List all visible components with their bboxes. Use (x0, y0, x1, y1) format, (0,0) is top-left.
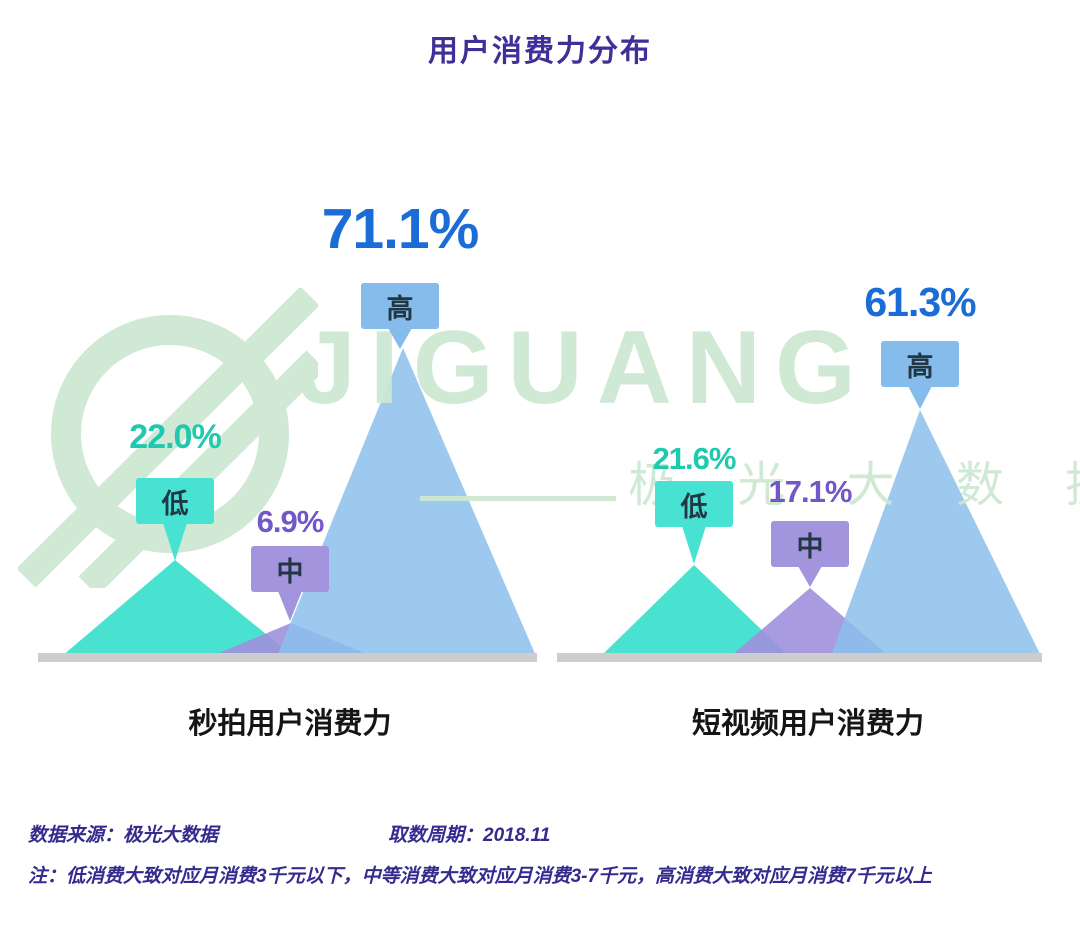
triangle-right-high (831, 410, 1041, 656)
baseline-left (38, 653, 537, 662)
data-source-text: 数据来源：极光大数据 (28, 825, 219, 846)
triangle-left-low (62, 560, 293, 656)
footnote-text: 注：低消费大致对应月消费3千元以下，中等消费大致对应月消费3-7千元，高消费大致… (28, 866, 932, 887)
chart-name-right: 短视频用户消费力 (691, 708, 925, 740)
baseline-right (557, 653, 1042, 662)
callout-left-mid-pointer (278, 591, 302, 621)
callout-right-mid-label: 中 (796, 531, 824, 562)
pct-left-mid: 6.9% (256, 504, 325, 539)
chart-name-left: 秒拍用户消费力 (188, 708, 392, 740)
callout-right-high-pointer (908, 386, 932, 409)
pct-left-low: 22.0% (129, 418, 221, 456)
callout-left-low-label: 低 (161, 488, 189, 519)
callout-left-low-pointer (163, 523, 187, 561)
callout-right-high: 高 (881, 341, 959, 387)
data-period-text: 取数周期：2018.11 (388, 825, 551, 846)
callout-right-low-label: 低 (680, 491, 708, 522)
pct-right-low: 21.6% (652, 441, 737, 476)
callout-left-low: 低 (136, 478, 214, 524)
callout-right-mid-pointer (798, 566, 822, 587)
callout-right-high-label: 高 (906, 351, 934, 382)
pct-right-mid: 17.1% (768, 474, 853, 509)
pct-left-high: 71.1% (321, 197, 480, 261)
callout-left-high-pointer (388, 328, 412, 349)
callout-left-high: 高 (361, 283, 439, 329)
callout-right-low-pointer (682, 526, 706, 564)
pct-right-high: 61.3% (864, 279, 976, 325)
callout-left-mid-label: 中 (276, 556, 304, 587)
triangle-right-low (601, 565, 789, 656)
callout-left-high-label: 高 (386, 293, 414, 324)
callout-left-mid: 中 (251, 546, 329, 592)
triangle-left-high (277, 348, 536, 656)
callout-right-mid: 中 (771, 521, 849, 567)
page-title: 用户消费力分布 (428, 35, 652, 68)
callout-right-low: 低 (655, 481, 733, 527)
